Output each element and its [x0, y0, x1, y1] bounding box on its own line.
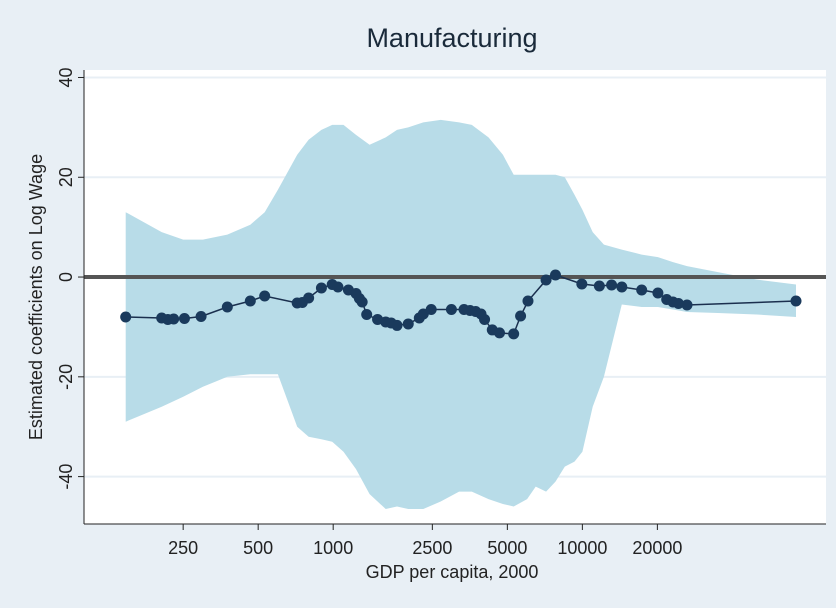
- y-tick-label: -20: [56, 364, 76, 390]
- data-point: [168, 313, 180, 325]
- y-axis-ticks: -40 -20 0 20 40: [56, 67, 84, 490]
- data-point: [576, 278, 588, 290]
- y-tick-label: 40: [56, 67, 76, 87]
- data-point: [681, 299, 693, 311]
- data-point: [332, 281, 344, 293]
- x-tick-label: 5000: [487, 538, 527, 558]
- y-tick-label: -40: [56, 464, 76, 490]
- y-axis-label: Estimated coefficients on Log Wage: [26, 154, 46, 440]
- data-point: [494, 327, 506, 339]
- data-point: [303, 292, 315, 304]
- x-tick-label: 20000: [632, 538, 682, 558]
- data-point: [616, 281, 628, 293]
- y-tick-label: 0: [56, 272, 76, 282]
- x-axis-ticks: 250 500 1000 2500 5000 10000 20000: [168, 524, 682, 558]
- data-point: [259, 290, 271, 302]
- data-point: [540, 274, 552, 286]
- data-point: [672, 297, 684, 309]
- data-point: [549, 269, 561, 281]
- data-point: [356, 296, 368, 308]
- data-point: [221, 301, 233, 313]
- data-point: [391, 319, 403, 331]
- data-point: [790, 295, 802, 307]
- confidence-band: [125, 119, 796, 510]
- data-point: [593, 280, 605, 292]
- x-tick-label: 500: [243, 538, 273, 558]
- data-point: [244, 295, 256, 307]
- chart-title: Manufacturing: [366, 23, 537, 53]
- x-tick-label: 2500: [412, 538, 452, 558]
- data-point: [315, 282, 327, 294]
- data-point: [606, 279, 618, 291]
- estimate-markers: [120, 269, 802, 340]
- x-tick-label: 1000: [313, 538, 353, 558]
- data-point: [445, 303, 457, 315]
- data-point: [195, 310, 207, 322]
- data-point: [402, 318, 414, 330]
- data-point: [515, 310, 527, 322]
- plot-area: [84, 70, 826, 524]
- data-point: [522, 295, 534, 307]
- data-point: [178, 312, 190, 324]
- data-point: [425, 303, 437, 315]
- data-point: [479, 313, 491, 325]
- data-point: [652, 287, 664, 299]
- x-tick-label: 10000: [557, 538, 607, 558]
- y-axis: -40 -20 0 20 40 Estimated coefficients on Lo…: [26, 67, 85, 524]
- x-axis-label: GDP per capita, 2000: [366, 562, 539, 582]
- x-tick-label: 250: [168, 538, 198, 558]
- data-point: [361, 308, 373, 320]
- y-tick-label: 20: [56, 167, 76, 187]
- data-point: [120, 311, 132, 323]
- data-point: [508, 328, 520, 340]
- data-point: [636, 284, 648, 296]
- x-axis: 250 500 1000 2500 5000 10000 20000 GDP per cap…: [84, 523, 826, 582]
